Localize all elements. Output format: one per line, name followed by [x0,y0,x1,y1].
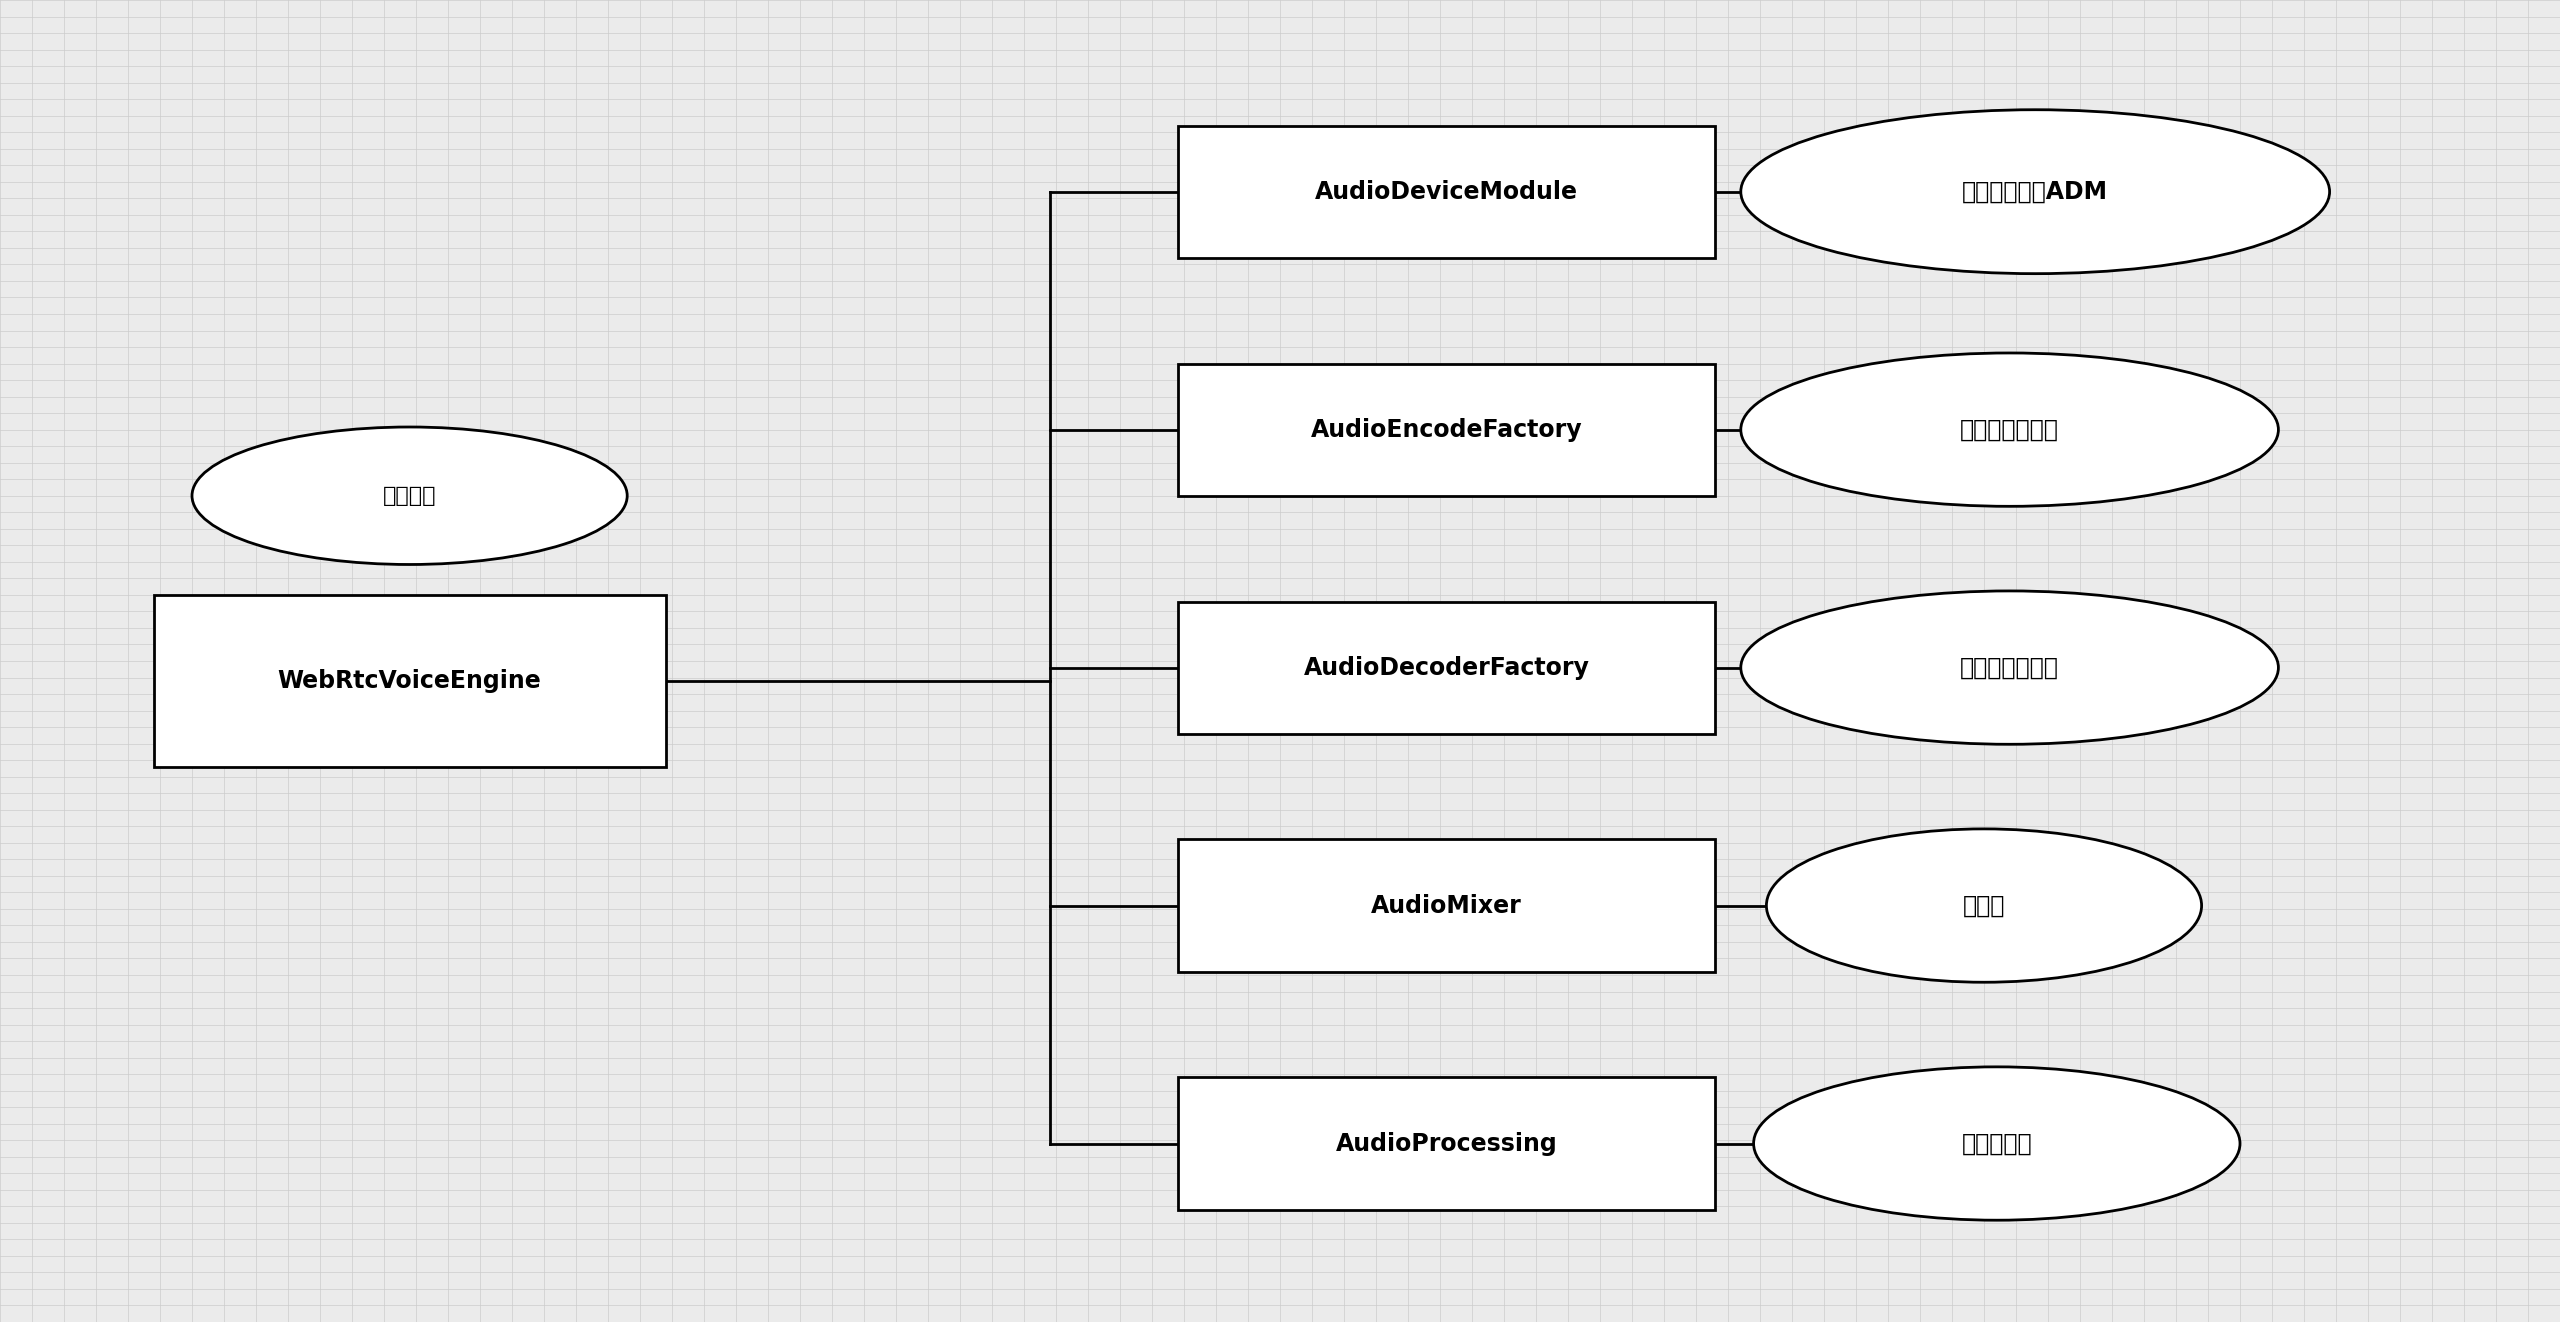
Text: 音频编码器工厂: 音频编码器工厂 [1961,418,2058,442]
Text: 音频解码器工厂: 音频解码器工厂 [1961,656,2058,680]
Text: AudioDecoderFactory: AudioDecoderFactory [1303,656,1590,680]
Text: WebRtcVoiceEngine: WebRtcVoiceEngine [276,669,543,693]
Text: AudioEncodeFactory: AudioEncodeFactory [1311,418,1582,442]
FancyBboxPatch shape [1178,1077,1715,1210]
Text: 音频设备模块ADM: 音频设备模块ADM [1961,180,2109,204]
Ellipse shape [1766,829,2202,982]
Text: AudioProcessing: AudioProcessing [1336,1132,1556,1155]
Text: 混音器: 混音器 [1964,894,2004,917]
Ellipse shape [1741,110,2330,274]
FancyBboxPatch shape [1178,364,1715,496]
Text: AudioDeviceModule: AudioDeviceModule [1316,180,1577,204]
Ellipse shape [1741,591,2278,744]
Ellipse shape [1754,1067,2240,1220]
Text: AudioMixer: AudioMixer [1372,894,1521,917]
Text: 音频处理器: 音频处理器 [1961,1132,2033,1155]
FancyBboxPatch shape [1178,839,1715,972]
FancyBboxPatch shape [1178,126,1715,258]
Ellipse shape [192,427,627,564]
Text: 音频引擎: 音频引擎 [384,485,435,506]
FancyBboxPatch shape [154,595,666,767]
Ellipse shape [1741,353,2278,506]
FancyBboxPatch shape [1178,602,1715,734]
